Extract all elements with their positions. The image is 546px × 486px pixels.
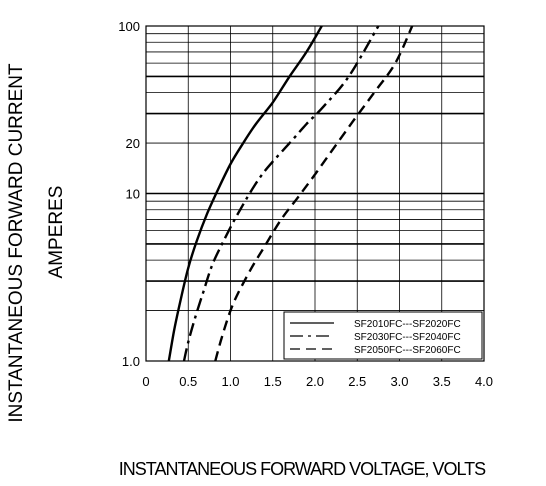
y-tick-label: 10	[126, 187, 140, 202]
grid	[146, 26, 484, 361]
plot-frame	[145, 25, 485, 362]
x-tick-label: 1.5	[264, 374, 282, 389]
x-tick-label: 2.5	[348, 374, 366, 389]
y-tick-label: 100	[118, 19, 140, 34]
x-tick-label: 2.0	[306, 374, 324, 389]
y-tick-label: 1.0	[122, 354, 140, 369]
y-axis-unit-label: AMPERES	[46, 186, 67, 279]
legend-label: SF2030FC---SF2040FC	[354, 332, 461, 343]
legend-label: SF2010FC---SF2020FC	[354, 319, 461, 330]
x-tick-label: 0	[142, 374, 149, 389]
y-tick-label: 20	[126, 136, 140, 151]
x-tick-label: 4.0	[475, 374, 493, 389]
x-tick-label: 1.0	[221, 374, 239, 389]
y-axis-label: INSTANTANEOUS FORWARD CURRENT	[6, 63, 27, 423]
x-tick-label: 3.5	[433, 374, 451, 389]
series-line	[182, 25, 380, 362]
legend-label: SF2050FC---SF2060FC	[354, 345, 461, 356]
series-line	[167, 25, 323, 362]
legend: SF2010FC---SF2020FC SF2030FC---SF2040FC SF…	[283, 311, 483, 360]
x-tick-label: 0.5	[179, 374, 197, 389]
series-line	[214, 25, 414, 362]
tick-labels: 0 0.5 1.0 1.5 2.0 2.5 3.0 3.5 4.0 1.0 10 20 100	[118, 19, 493, 389]
series-group	[167, 25, 414, 362]
x-axis-label: INSTANTANEOUS FORWARD VOLTAGE, VOLTS	[119, 459, 486, 479]
x-tick-label: 3.0	[390, 374, 408, 389]
